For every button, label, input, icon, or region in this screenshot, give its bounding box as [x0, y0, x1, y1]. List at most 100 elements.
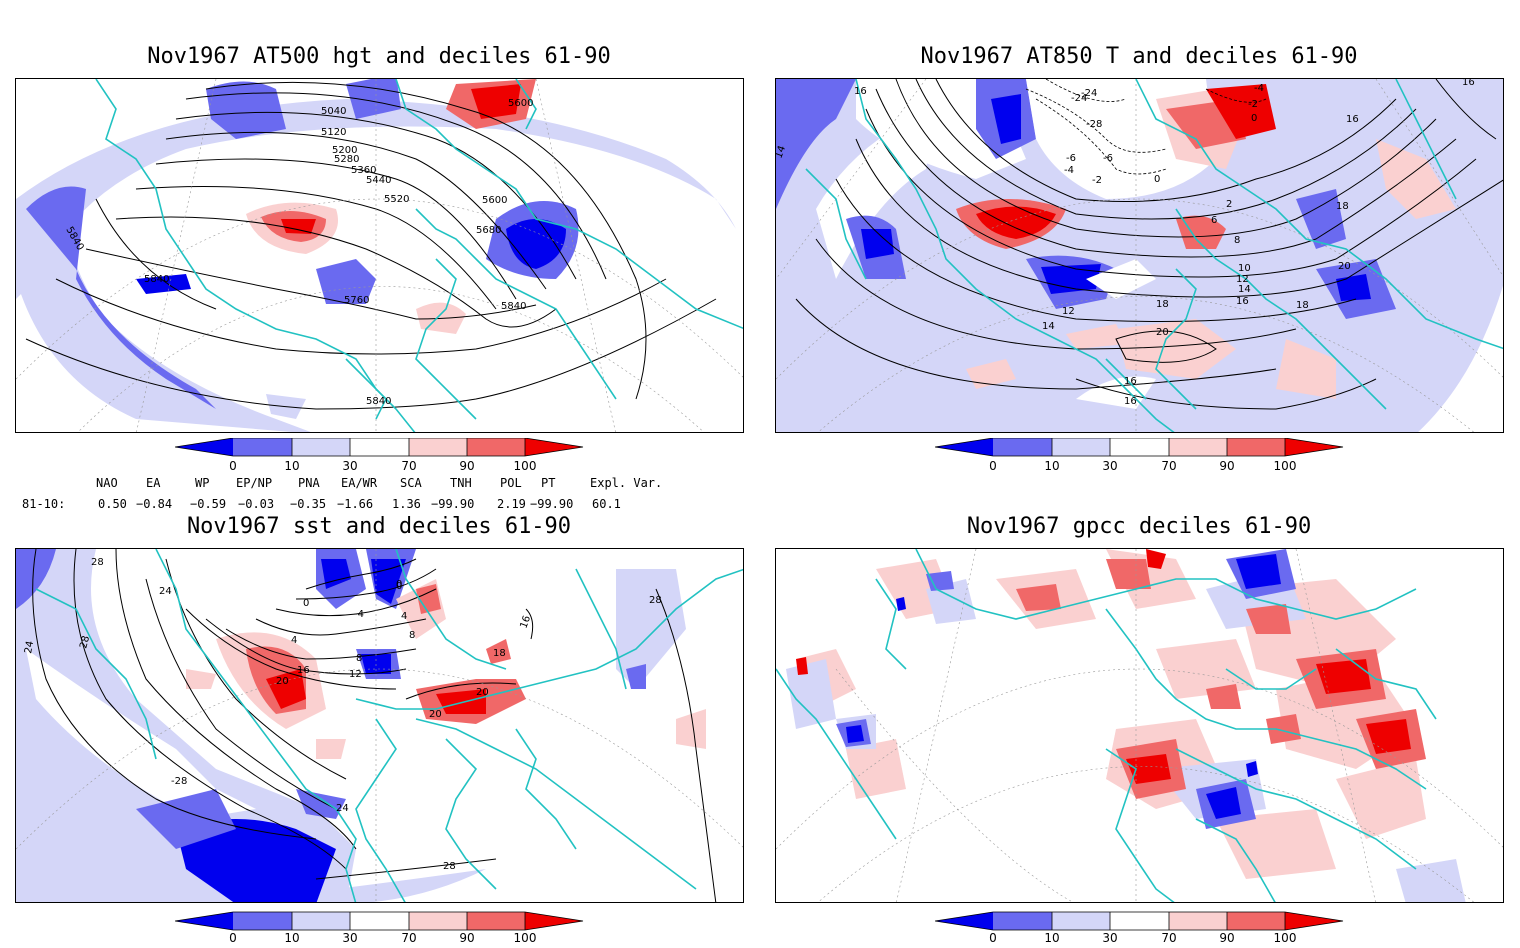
contour-label: 5040 [321, 106, 346, 117]
colorbar-tick: 0 [229, 459, 237, 473]
index-row-label: 81-10: [22, 497, 66, 511]
colorbar-tick: 0 [989, 931, 997, 945]
contour-label: 5840 [366, 396, 391, 407]
contour-label: 16 [1124, 376, 1137, 387]
colorbar-tick: 10 [1044, 459, 1059, 473]
contour-label: 16 [854, 86, 867, 97]
contour-label: 20 [1156, 327, 1169, 338]
contour-label: 16 [1124, 396, 1137, 407]
map-at850: 16 14 -24 -24 -28 -6 -6 -4 -2 0 2 6 8 10… [775, 78, 1504, 433]
contour-label: 8 [409, 630, 415, 641]
colorbar-tick: 70 [1161, 459, 1176, 473]
map-sst: 28 24 24 28 0 0 4 4 8 8 12 16 20 20 20 1… [15, 548, 744, 903]
contour-label: 5600 [508, 98, 533, 109]
contour-label: 5440 [366, 175, 391, 186]
colorbar-tick: 30 [342, 459, 357, 473]
index-header: POL [500, 476, 522, 490]
contour-label: 10 [1238, 263, 1251, 274]
colorbar-tick: 30 [1102, 459, 1117, 473]
contour-label: 5840 [501, 301, 526, 312]
colorbar-bottom-left: 0 10 30 70 90 100 [175, 911, 584, 945]
colorbar-top-right: 0 10 30 70 90 100 [935, 438, 1344, 473]
contour-label: 16 [1346, 114, 1359, 125]
index-header: WP [195, 476, 210, 490]
contour-label: -2 [1248, 99, 1258, 110]
contour-label: -28 [1086, 119, 1102, 130]
contour-label: 16 [1236, 296, 1249, 307]
index-value: −0.03 [238, 497, 275, 511]
contour-label: 24 [159, 586, 172, 597]
colorbar-tick: 10 [1044, 931, 1059, 945]
contour-label: 28 [78, 635, 92, 650]
index-header: PT [541, 476, 556, 490]
colorbar-tick: 90 [459, 459, 474, 473]
contour-label: -28 [171, 776, 187, 787]
colorbar-tick: 10 [284, 931, 299, 945]
contour-label: 5600 [482, 195, 507, 206]
contour-label: 0 [303, 598, 309, 609]
contour-label: 0 [1154, 174, 1160, 185]
index-header: EA [146, 476, 161, 490]
colorbar-tick: 100 [1274, 459, 1297, 473]
index-value: −0.84 [136, 497, 173, 511]
colorbar-tick: 10 [284, 459, 299, 473]
contour-label: 0 [396, 581, 402, 592]
index-value: −99.90 [431, 497, 475, 511]
contour-label: 4 [401, 611, 407, 622]
index-value: −0.59 [190, 497, 227, 511]
contour-label: 5840 [144, 274, 169, 285]
contour-label: 14 [776, 144, 788, 160]
contour-label: 12 [1062, 306, 1075, 317]
map-at500: 5040 5120 5200 5280 5360 5440 5520 5600 … [15, 78, 744, 433]
map-at500-svg: 5040 5120 5200 5280 5360 5440 5520 5600 … [16, 79, 743, 432]
contour-label: 18 [1336, 201, 1349, 212]
contour-label: 4 [291, 635, 297, 646]
contour-label: -4 [1064, 165, 1074, 176]
index-header: EP/NP [236, 476, 273, 490]
colorbar-tick: 100 [514, 459, 537, 473]
colorbar-tick: 70 [401, 459, 416, 473]
contour-label: 16 [1462, 79, 1475, 88]
index-header: Expl. Var. [590, 476, 663, 490]
contour-label: 28 [443, 861, 456, 872]
index-value: −1.66 [337, 497, 374, 511]
index-header: NAO [96, 476, 118, 490]
contour-label: -6 [1103, 153, 1113, 164]
map-at850-svg: 16 14 -24 -24 -28 -6 -6 -4 -2 0 2 6 8 10… [776, 79, 1503, 432]
contour-label: 16 [297, 665, 310, 676]
contour-label: 0 [1251, 113, 1257, 124]
contour-label: 12 [1236, 274, 1249, 285]
colorbar-tick: 70 [401, 931, 416, 945]
panel-title-sst: Nov1967 sst and deciles 61-90 [186, 514, 572, 539]
index-header: TNH [450, 476, 472, 490]
panel-title-gpcc: Nov1967 gpcc deciles 61-90 [966, 514, 1312, 539]
contour-label: 28 [649, 595, 662, 606]
index-value: −0.35 [290, 497, 327, 511]
colorbar-tick: 100 [1274, 931, 1297, 945]
contour-label: 16 [518, 614, 533, 630]
contour-label: 18 [493, 648, 506, 659]
contour-label: -2 [1092, 175, 1102, 186]
panel-title-at500: Nov1967 AT500 hgt and deciles 61-90 [147, 44, 611, 69]
contour-label: 5520 [384, 194, 409, 205]
index-value: 0.50 [98, 497, 127, 511]
map-sst-svg: 28 24 24 28 0 0 4 4 8 8 12 16 20 20 20 1… [16, 549, 743, 902]
contour-label: 24 [336, 803, 349, 814]
index-value: 2.19 [497, 497, 526, 511]
contour-label: 18 [1156, 299, 1169, 310]
colorbar-tick: 0 [989, 459, 997, 473]
colorbar-tick: 70 [1161, 931, 1176, 945]
colorbar-bottom-right: 0 10 30 70 90 100 [935, 911, 1344, 945]
colorbar-tick: 30 [1102, 931, 1117, 945]
colorbar-tick: 90 [1219, 459, 1234, 473]
colorbar-tick: 90 [459, 931, 474, 945]
index-header: SCA [400, 476, 422, 490]
contour-label: 8 [356, 653, 362, 664]
contour-label: 6 [1211, 215, 1217, 226]
contour-label: 20 [1338, 261, 1351, 272]
contour-label: 18 [1296, 300, 1309, 311]
contour-label: 5680 [476, 225, 501, 236]
contour-label: 5280 [334, 154, 359, 165]
contour-label: 24 [23, 640, 36, 654]
contour-label: 5360 [351, 165, 376, 176]
